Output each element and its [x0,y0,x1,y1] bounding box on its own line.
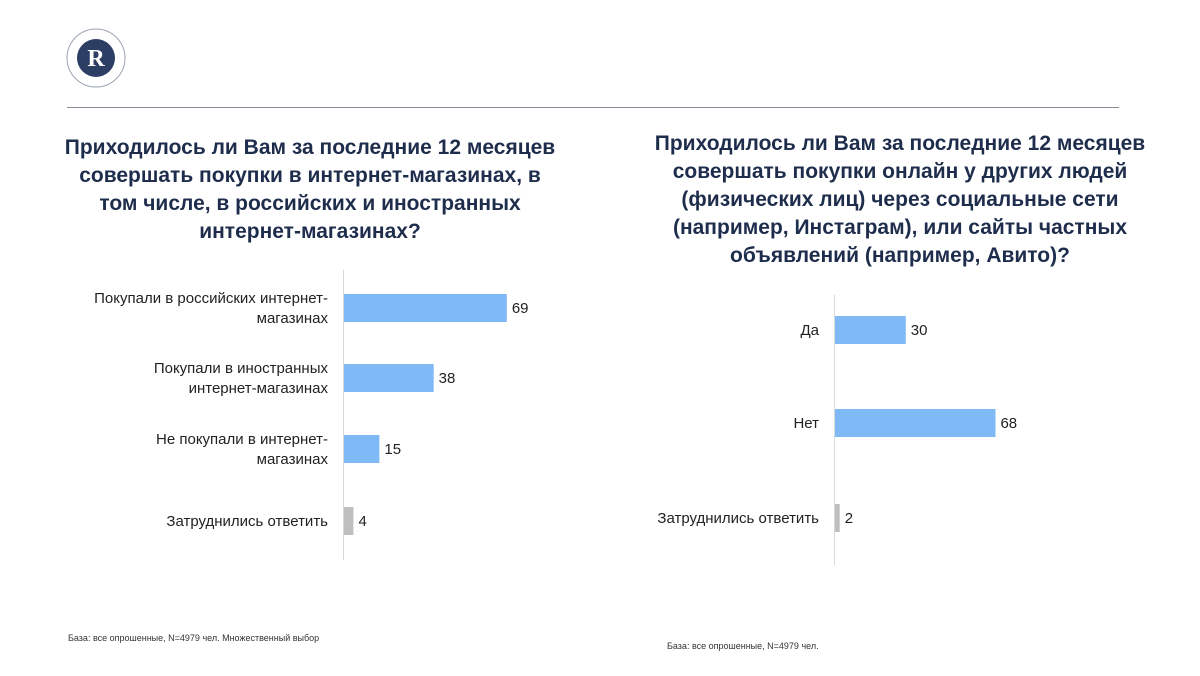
bar [835,316,906,344]
data-label: 2 [845,510,853,527]
hse-logo: R [66,28,126,88]
data-label: 69 [512,300,529,317]
category-label: Затруднились ответить [166,513,328,530]
bar [835,409,996,437]
category-label: Не покупали в интернет-магазинах [156,431,328,468]
bar [344,294,507,322]
svg-text:R: R [87,46,105,72]
header-divider [67,107,1119,108]
bar [835,504,840,532]
category-label: Нет [793,415,819,432]
category-label: Покупали в иностранных интернет-магазинах [154,360,329,397]
category-label: Покупали в российских интернет-магазинах [94,290,328,327]
chart-2-title: Приходилось ли Вам за последние 12 месяц… [654,132,1146,267]
data-label: 68 [1000,415,1017,432]
bar [344,435,380,463]
chart-2-footnote: База: все опрошенные, N=4979 чел. [667,641,819,651]
data-label: 4 [358,513,366,530]
bar [344,364,434,392]
data-label: 38 [439,370,456,387]
category-label: Затруднились ответить [657,510,819,527]
bar [344,507,354,535]
data-label: 30 [911,322,928,339]
category-label: Да [800,322,819,339]
data-label: 15 [384,441,401,458]
chart-1-footnote: База: все опрошенные, N=4979 чел. Множес… [68,633,320,643]
chart-1-title: Приходилось ли Вам за последние 12 месяц… [64,136,556,243]
